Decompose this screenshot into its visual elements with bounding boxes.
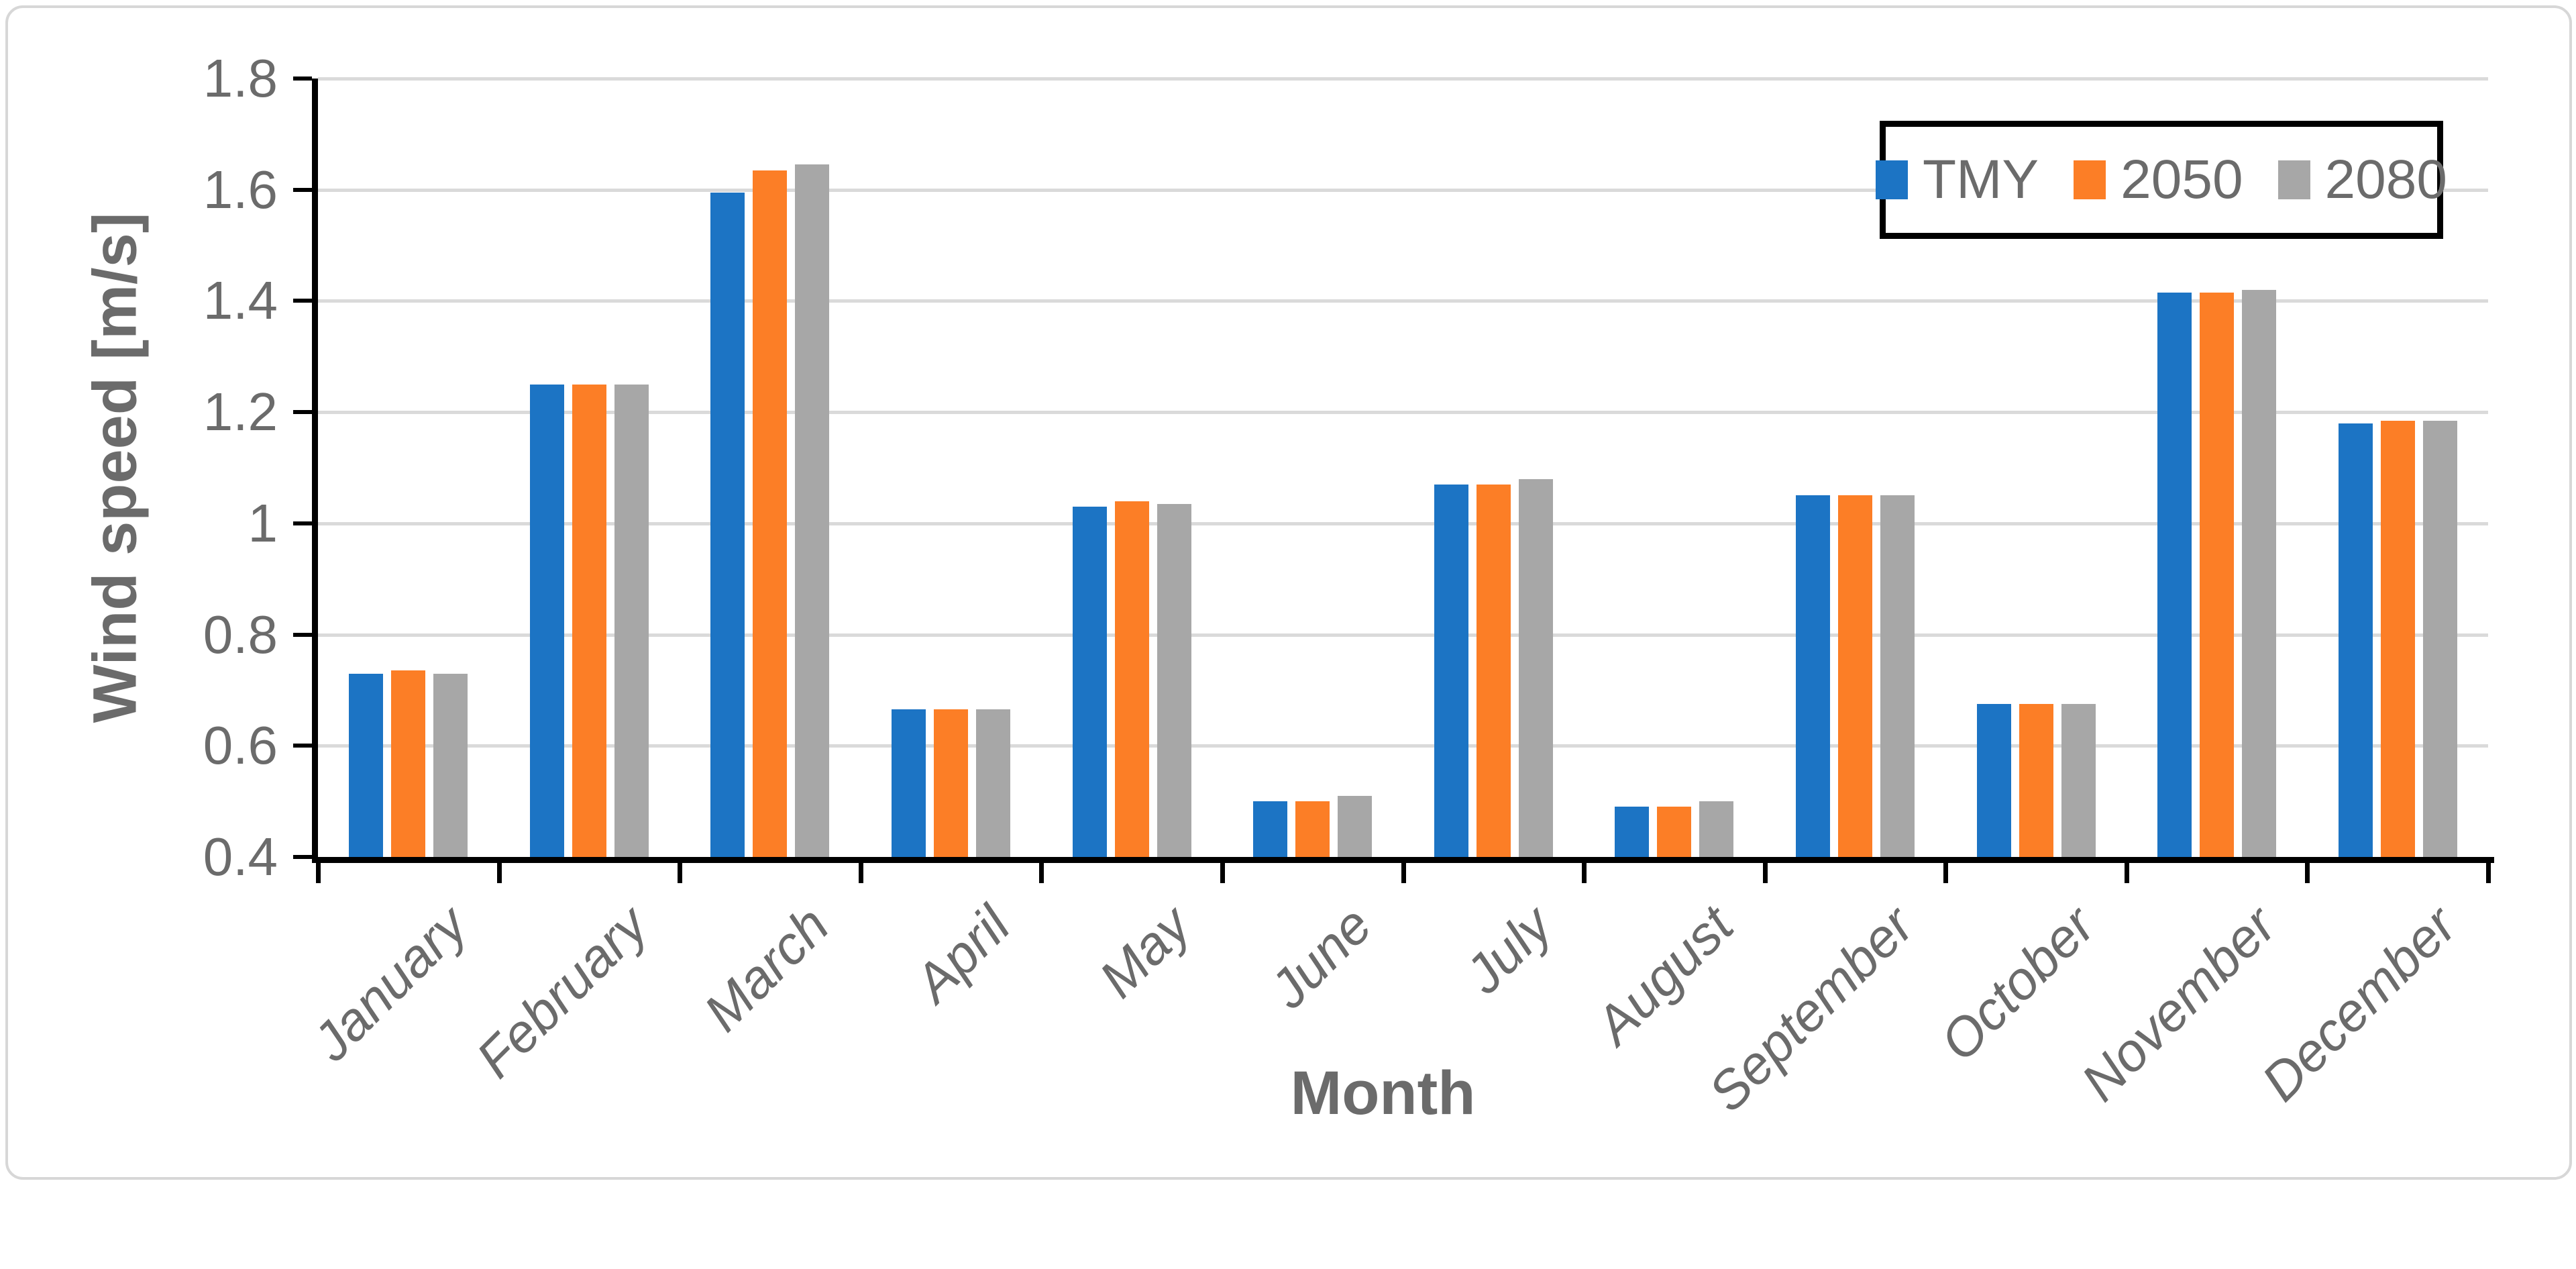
gridline [318,77,2488,81]
bar-2080-october [2061,704,2096,857]
legend-item-tmy: TMY [1876,152,2039,207]
bar-2080-september [1880,495,1915,857]
bar-2080-december [2422,420,2457,857]
legend-label: 2080 [2324,149,2447,210]
bar-tmy-july [1434,484,1468,857]
bar-2080-november [2242,289,2277,857]
x-axis-tick [858,863,863,883]
x-axis-tick [1762,863,1768,883]
bar-2080-january [433,673,468,857]
legend-item-2050: 2050 [2074,152,2243,207]
bar-2050-april [934,709,969,857]
y-axis-line [312,79,318,863]
x-axis-tick [2305,863,2310,883]
bar-tmy-february [529,384,564,857]
x-tick-label: March [692,895,841,1043]
bar-tmy-november [2157,293,2192,857]
bar-2050-march [753,170,788,857]
x-axis-line [312,857,2494,863]
bar-2050-june [1295,801,1330,857]
legend-label: 2050 [2121,149,2243,210]
y-axis-tick [293,299,312,303]
gridline [318,521,2488,525]
bar-2080-february [614,384,649,857]
bar-tmy-august [1615,807,1650,857]
y-tick-label: 0.6 [203,715,278,776]
bar-2080-july [1518,478,1553,857]
gridline [318,188,2488,192]
x-axis-tick [1220,863,1225,883]
x-tick-label: May [1087,895,1202,1009]
bar-2050-january [391,670,426,857]
bar-2050-december [2380,420,2415,857]
y-tick-label: 1.2 [203,382,278,442]
x-axis-tick [1401,863,1406,883]
y-tick-label: 1.4 [203,270,278,331]
x-axis-tick [2124,863,2129,883]
bar-tmy-may [1072,507,1107,857]
gridline [318,744,2488,748]
y-tick-label: 1.8 [203,48,278,108]
y-axis-tick [293,77,312,81]
x-axis-title: Month [1290,1059,1476,1127]
bar-tmy-march [710,192,745,857]
bar-2080-march [795,164,830,857]
legend-swatch-icon [1876,160,1909,199]
figure-border: Wind speed [m/s] Month TMY 2050 2080 0.4 0.… [5,5,2572,1180]
bar-2050-september [1837,495,1872,857]
legend-item-2080: 2080 [2277,149,2447,210]
bar-tmy-june [1253,801,1288,857]
y-axis-tick [293,521,312,525]
x-axis-tick [496,863,502,883]
x-tick-label: April [902,895,1021,1013]
x-axis-tick [678,863,683,883]
bar-2080-april [976,709,1011,857]
x-tick-label: July [1454,895,1564,1005]
bar-tmy-september [1795,495,1830,857]
bar-2050-february [572,384,606,857]
legend-swatch-icon [2074,160,2106,199]
y-tick-label: 1.6 [203,159,278,219]
bar-2080-june [1338,795,1373,857]
bar-2050-july [1476,484,1511,857]
gridline [318,633,2488,637]
x-tick-label: February [465,895,659,1089]
bar-2080-august [1699,801,1734,857]
x-tick-label: October [1929,895,2106,1072]
bar-tmy-october [1976,704,2011,857]
x-tick-label: January [301,895,479,1072]
x-tick-label: November [2070,895,2288,1113]
x-axis-tick [1943,863,1949,883]
gridline [318,299,2488,303]
bar-tmy-december [2338,423,2373,857]
y-axis-tick [293,187,312,192]
x-tick-label: December [2250,895,2468,1113]
gridline [318,411,2488,415]
y-tick-label: 0.4 [203,827,278,886]
y-tick-label: 1 [248,493,278,553]
y-axis-tick [293,632,312,637]
bar-2050-november [2200,293,2235,857]
bar-tmy-january [349,673,384,857]
bar-2050-august [1657,807,1692,857]
x-axis-tick [316,863,321,883]
y-axis-tick [293,410,312,415]
legend-swatch-icon [2277,160,2310,199]
legend: TMY 2050 2080 [1876,121,2447,239]
y-axis-tick [293,744,312,748]
y-axis-tick [293,855,312,859]
legend-label: TMY [1923,149,2039,210]
x-axis-tick [1039,863,1044,883]
bar-2050-october [2019,704,2053,857]
bar-tmy-april [892,709,926,857]
x-tick-label: September [1697,895,1925,1123]
bar-2050-may [1114,501,1149,857]
bar-2080-may [1157,503,1191,857]
x-axis-tick [2486,863,2491,883]
x-axis-tick [1582,863,1587,883]
y-axis-title: Wind speed [m/s] [80,212,150,723]
y-tick-label: 0.8 [203,604,278,664]
